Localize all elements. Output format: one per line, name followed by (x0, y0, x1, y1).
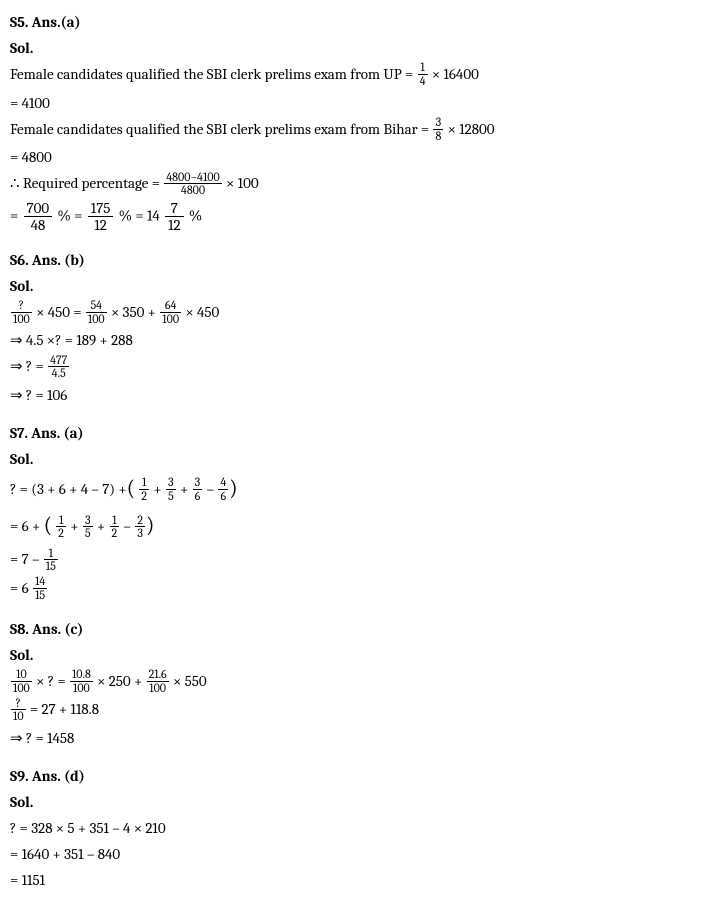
fraction: 10100 (11, 668, 32, 694)
text: % = 14 (119, 206, 160, 224)
s7-line3: = 7 – 115 (10, 547, 717, 574)
fraction: 64100 (160, 299, 181, 325)
fraction: 17512 (88, 200, 114, 234)
text: × 350 + (111, 303, 159, 321)
fraction: 35 (83, 514, 93, 540)
fraction: ?10 (11, 697, 26, 723)
text: ∴ Required percentage = (10, 174, 163, 192)
text: = 27 + 118.8 (30, 700, 99, 718)
s6-line2: ⇒ 4.5 ×? = 189 + 288 (10, 328, 717, 352)
fraction: 35 (166, 476, 176, 502)
fraction: 10.8100 (70, 668, 93, 694)
s8-header: S8. Ans. (c) (10, 617, 717, 641)
solution-s9: S9. Ans. (d) Sol. ? = 328 × 5 + 351 – 4 … (10, 764, 717, 892)
fraction: 23 (135, 514, 145, 540)
s7-header: S7. Ans. (a) (10, 421, 717, 445)
fraction: 712 (165, 200, 184, 234)
fraction: 36 (193, 476, 203, 502)
paren-close: ) (229, 475, 237, 501)
text: + (70, 517, 82, 535)
text: = 6 + (10, 517, 44, 535)
s6-line4: ⇒ ? = 106 (10, 383, 717, 407)
s6-line3: ⇒ ? = 4774.5 (10, 354, 717, 381)
s7-line2: = 6 + ( 12 + 35 + 12 – 23) (10, 510, 717, 545)
s7-line1: ? = (3 + 6 + 4 – 7) +( 12 + 35 + 36 – 46… (10, 473, 717, 508)
s8-line3: ⇒ ? = 1458 (10, 726, 717, 750)
fraction: 14 (418, 61, 428, 87)
s5-line2: = 4100 (10, 91, 717, 115)
fraction: 70048 (24, 200, 53, 234)
fraction: 115 (44, 547, 58, 573)
s5-line1: Female candidates qualified the SBI cler… (10, 62, 717, 89)
s9-line1: ? = 328 × 5 + 351 – 4 × 210 (10, 816, 717, 840)
s6-line1: ?100 × 450 = 54100 × 350 + 64100 × 450 (10, 300, 717, 327)
text: × ? = (36, 672, 69, 690)
text: × 12800 (448, 120, 495, 138)
s9-line2: = 1640 + 351 – 840 (10, 842, 717, 866)
s8-line1: 10100 × ? = 10.8100 × 250 + 21.6100 × 55… (10, 669, 717, 696)
s5-header: S5. Ans.(a) (10, 10, 717, 34)
s5-sol: Sol. (10, 36, 717, 60)
s5-line6: = 70048 % = 17512 % = 14 712 % (10, 200, 717, 234)
fraction: 1415 (33, 575, 47, 601)
text: ? = (3 + 6 + 4 – 7) + (10, 480, 127, 498)
s7-line4: = 6 1415 (10, 576, 717, 603)
text: × 100 (226, 174, 259, 192)
text: Female candidates qualified the SBI cler… (10, 65, 417, 83)
text: = 6 (10, 579, 29, 597)
fraction: ?100 (11, 299, 32, 325)
text: Female candidates qualified the SBI cler… (10, 120, 432, 138)
s9-header: S9. Ans. (d) (10, 764, 717, 788)
s6-sol: Sol. (10, 274, 717, 298)
solution-s7: S7. Ans. (a) Sol. ? = (3 + 6 + 4 – 7) +(… (10, 421, 717, 603)
text: % = (58, 206, 86, 224)
text: × 16400 (432, 65, 479, 83)
text: × 450 = (36, 303, 85, 321)
s9-sol: Sol. (10, 790, 717, 814)
solution-s5: S5. Ans.(a) Sol. Female candidates quali… (10, 10, 717, 234)
text: ⇒ ? = (10, 357, 47, 375)
solution-s8: S8. Ans. (c) Sol. 10100 × ? = 10.8100 × … (10, 617, 717, 750)
s8-sol: Sol. (10, 643, 717, 667)
text: × 250 + (97, 672, 145, 690)
paren-close: ) (146, 512, 154, 538)
text: = 7 – (10, 550, 43, 568)
fraction: 4774.5 (48, 354, 69, 380)
paren-open: ( (44, 512, 52, 538)
s6-header: S6. Ans. (b) (10, 248, 717, 272)
fraction: 21.6100 (147, 668, 169, 694)
fraction: 54100 (86, 299, 107, 325)
text: – (124, 517, 135, 535)
s8-line2: ?10 = 27 + 118.8 (10, 697, 717, 724)
text: × 450 (185, 303, 219, 321)
text: = (10, 206, 22, 224)
s5-line3: Female candidates qualified the SBI cler… (10, 117, 717, 144)
s5-line5: ∴ Required percentage = 4800−41004800 × … (10, 171, 717, 198)
text: × 550 (173, 672, 207, 690)
s9-line3: = 1151 (10, 868, 717, 892)
s5-line4: = 4800 (10, 145, 717, 169)
text: % (189, 206, 202, 224)
text: + (97, 517, 109, 535)
fraction: 4800−41004800 (164, 171, 221, 197)
fraction: 12 (139, 476, 149, 502)
fraction: 38 (433, 116, 443, 142)
text: – (207, 480, 218, 498)
solution-s6: S6. Ans. (b) Sol. ?100 × 450 = 54100 × 3… (10, 248, 717, 407)
text: + (180, 480, 192, 498)
paren-open: ( (127, 475, 135, 501)
fraction: 46 (218, 476, 228, 502)
fraction: 12 (110, 514, 120, 540)
s7-sol: Sol. (10, 447, 717, 471)
text: + (153, 480, 165, 498)
fraction: 12 (56, 514, 66, 540)
